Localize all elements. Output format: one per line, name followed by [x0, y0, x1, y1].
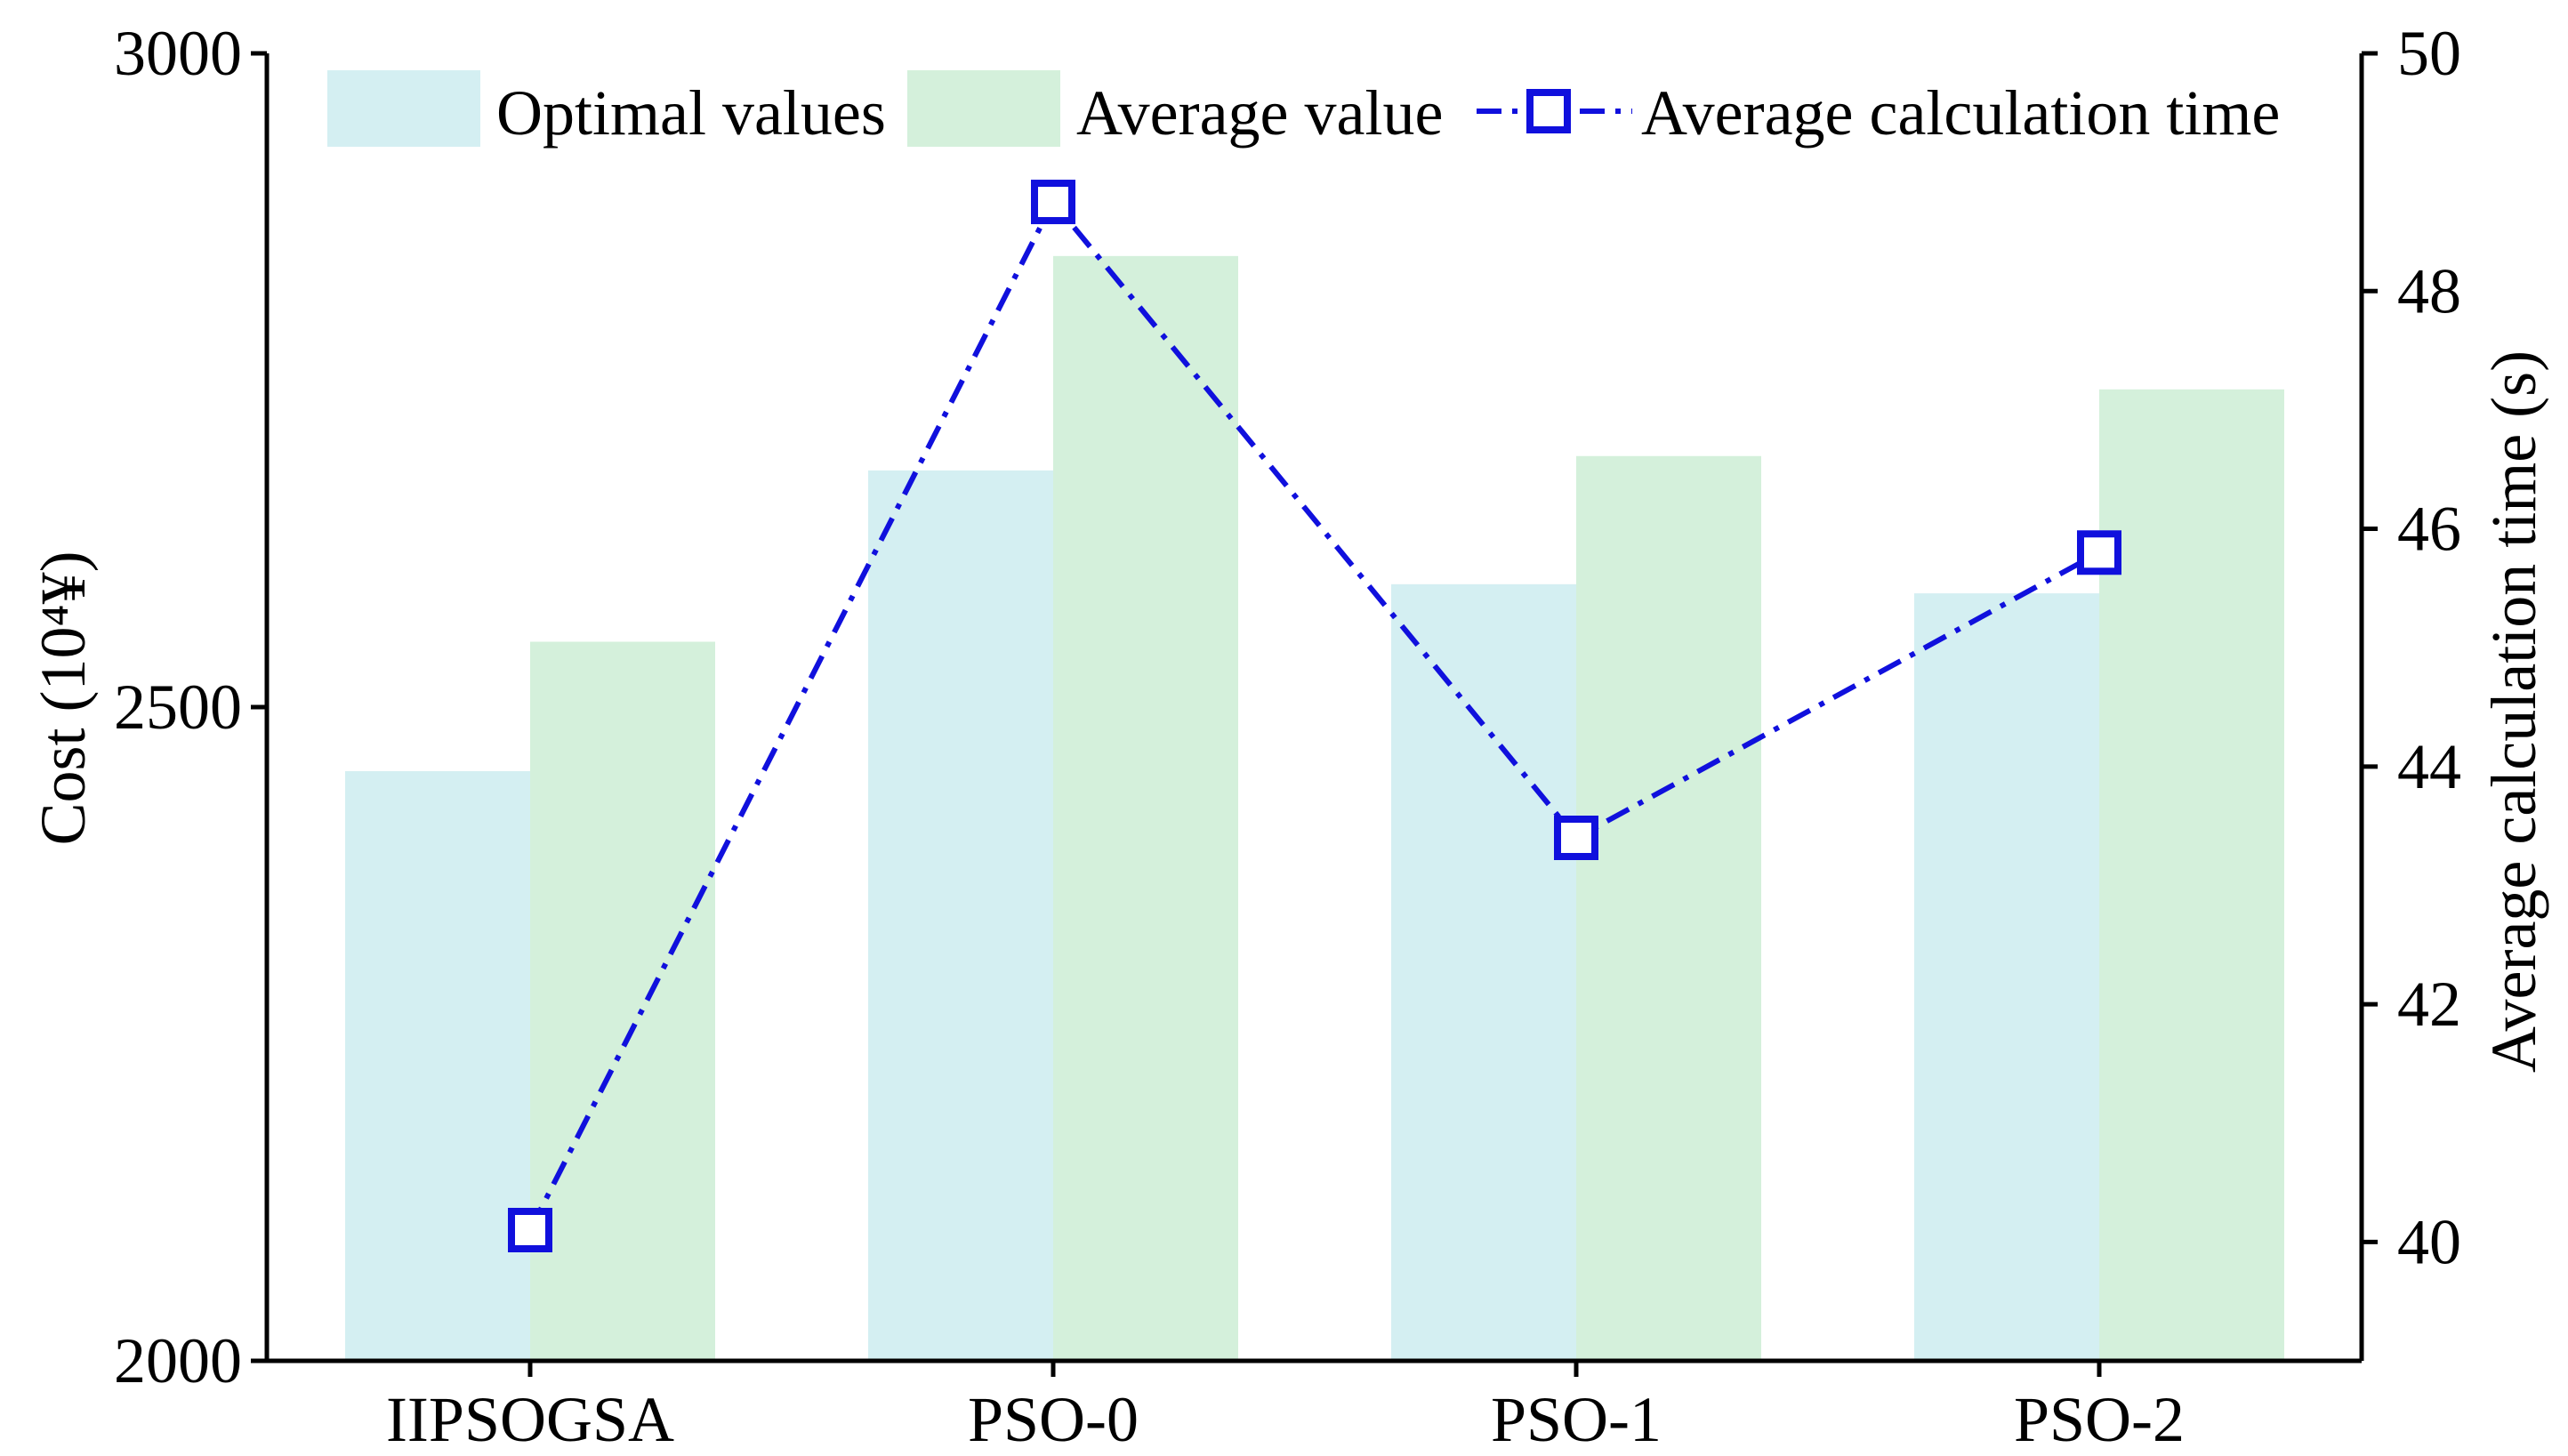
- y-axis-title-left: Cost (10⁴¥): [28, 551, 99, 845]
- bar-optimal-values-pso-1: [1391, 583, 1576, 1361]
- x-tick-label-pso-2: PSO-2: [2014, 1384, 2185, 1455]
- legend-label-average-value: Average value: [1076, 77, 1443, 149]
- y-tick-label-left: 2000: [114, 1325, 242, 1396]
- marker-average-calculation-time-iipsogsa: [508, 1208, 552, 1252]
- y-tick-label-right: 40: [2397, 1206, 2461, 1277]
- y-tick-label-left: 2500: [114, 672, 242, 743]
- y-axis-title-right: Average calculation time (s): [2478, 350, 2549, 1073]
- y-tick-label-right: 46: [2397, 494, 2461, 565]
- bars-layer: [345, 255, 2284, 1362]
- legend-swatch-average-value: [907, 70, 1060, 147]
- legend: Optimal values Average value Average calcu…: [327, 70, 2280, 149]
- marker-average-calculation-time-pso-0: [1031, 180, 1075, 225]
- marker-average-calculation-time-pso-1: [1554, 816, 1598, 860]
- legend-label-average-calculation-time: Average calculation time: [1641, 77, 2280, 149]
- bar-optimal-values-pso-0: [868, 470, 1053, 1361]
- y-tick-label-right: 50: [2397, 18, 2461, 89]
- legend-marker-average-calculation-time: [1526, 89, 1571, 133]
- axes-layer: 2000 2500 3000 40 42 44 46 48 50 IIPSOGSA PSO-0 PSO…: [28, 18, 2549, 1455]
- bar-average-value-pso-2: [2099, 389, 2284, 1361]
- legend-label-optimal-values: Optimal values: [496, 77, 886, 149]
- line-average-calculation-time: [527, 197, 2101, 1232]
- bar-optimal-values-pso-2: [1914, 593, 2099, 1361]
- bar-average-value-pso-0: [1053, 255, 1238, 1362]
- bar-average-value-pso-1: [1576, 455, 1761, 1361]
- line-layer: [508, 180, 2121, 1252]
- x-tick-label-pso-1: PSO-1: [1491, 1384, 1662, 1455]
- y-tick-label-right: 42: [2397, 969, 2461, 1040]
- x-tick-label-iipsogsa: IIPSOGSA: [386, 1384, 674, 1455]
- bar-optimal-values-iipsogsa: [345, 771, 530, 1361]
- marker-average-calculation-time-pso-2: [2077, 530, 2121, 575]
- legend-swatch-optimal-values: [327, 70, 480, 147]
- y-tick-label-left: 3000: [114, 18, 242, 89]
- bar-average-value-iipsogsa: [530, 641, 715, 1361]
- x-tick-label-pso-0: PSO-0: [968, 1384, 1139, 1455]
- y-tick-label-right: 44: [2397, 731, 2461, 802]
- y-tick-label-right: 48: [2397, 255, 2461, 326]
